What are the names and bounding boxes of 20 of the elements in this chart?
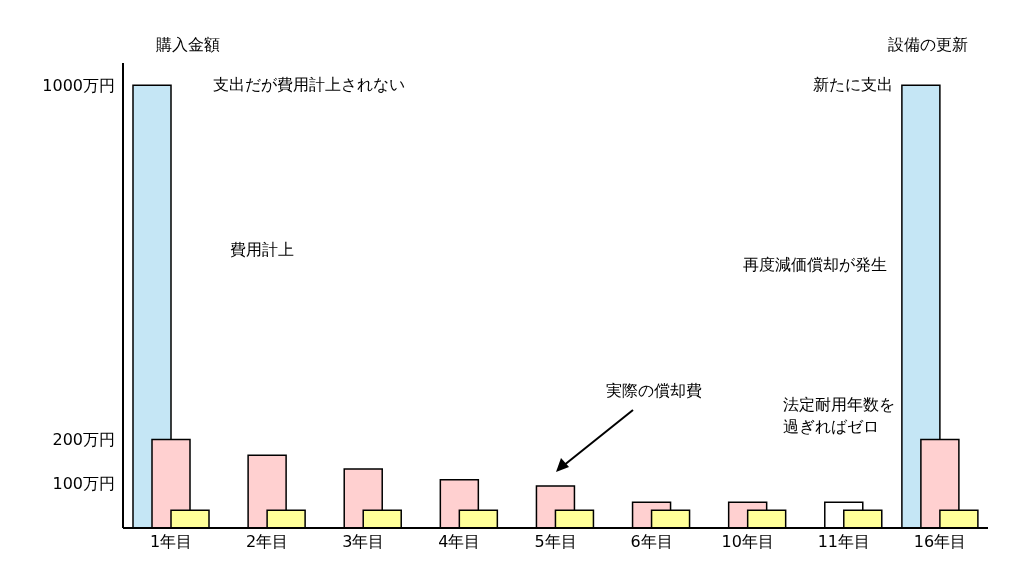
x-tick-label: 4年目 bbox=[438, 532, 481, 552]
text: 設備の更新 bbox=[888, 35, 968, 54]
annotation: 実際の償却費 bbox=[606, 381, 702, 400]
annotation: 再度減価償却が発生 bbox=[743, 255, 887, 274]
x-tick-label: 6年目 bbox=[630, 532, 673, 552]
y-tick-label: 1000万円 bbox=[42, 75, 115, 95]
y-tick-label: 100万円 bbox=[52, 474, 115, 494]
annotation: 支出だが費用計上されない bbox=[213, 75, 405, 94]
x-tick-label: 5年目 bbox=[534, 532, 577, 552]
x-tick-label: 1年目 bbox=[149, 532, 193, 552]
x-tick-label: 16年目 bbox=[913, 532, 967, 552]
annotation: 法定耐用年数を過ぎればゼロ bbox=[783, 395, 895, 436]
x-tick-label: 3年目 bbox=[342, 532, 385, 552]
x-tick-label: 2年目 bbox=[246, 532, 289, 552]
x-tick-label: 11年目 bbox=[817, 532, 871, 552]
text: 購入金額 bbox=[156, 35, 220, 54]
x-tick-label: 10年目 bbox=[721, 532, 774, 552]
annotation: 費用計上 bbox=[230, 240, 294, 259]
y-tick-label: 200万円 bbox=[52, 430, 115, 450]
annotation: 新たに支出 bbox=[813, 75, 893, 94]
